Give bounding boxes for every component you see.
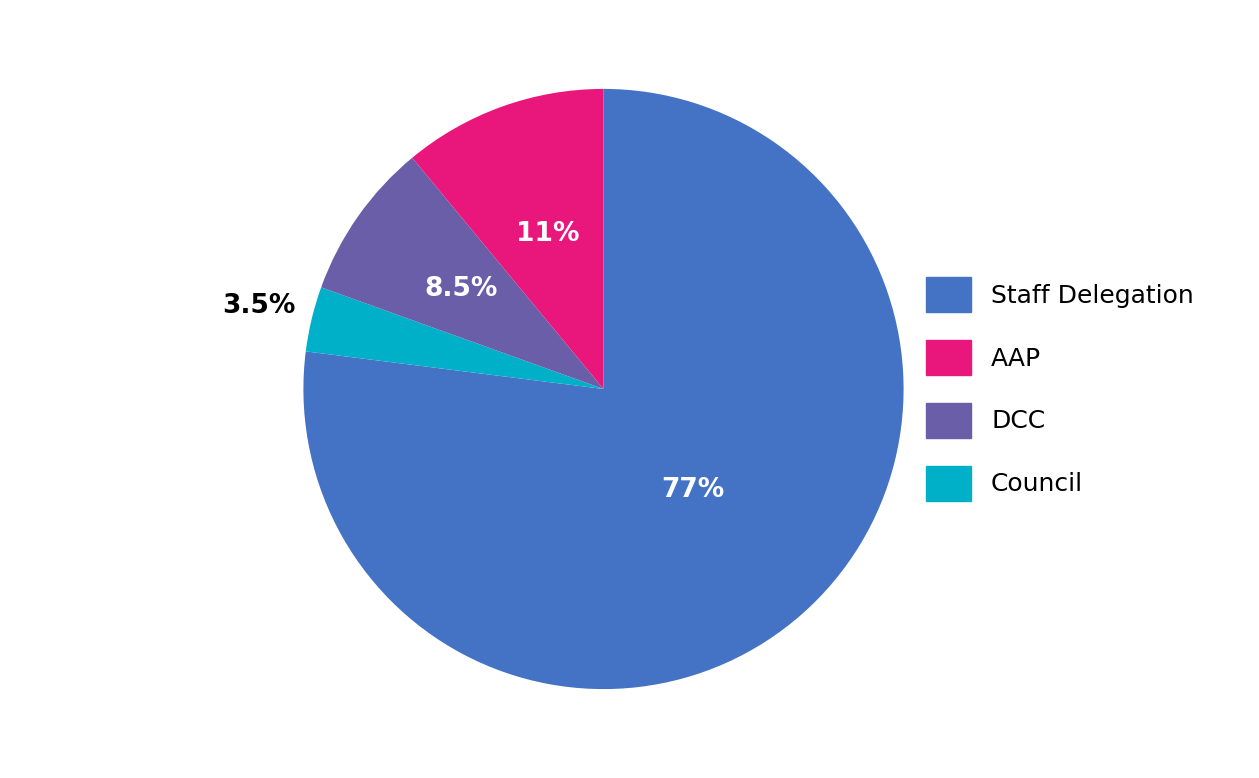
Text: 11%: 11% xyxy=(516,221,579,247)
Text: 77%: 77% xyxy=(661,477,724,503)
Wedge shape xyxy=(412,89,603,389)
Wedge shape xyxy=(321,158,603,389)
Legend: Staff Delegation, AAP, DCC, Council: Staff Delegation, AAP, DCC, Council xyxy=(917,267,1204,511)
Text: 3.5%: 3.5% xyxy=(223,293,296,319)
Wedge shape xyxy=(306,287,603,389)
Text: 8.5%: 8.5% xyxy=(424,276,497,302)
Wedge shape xyxy=(303,89,904,689)
